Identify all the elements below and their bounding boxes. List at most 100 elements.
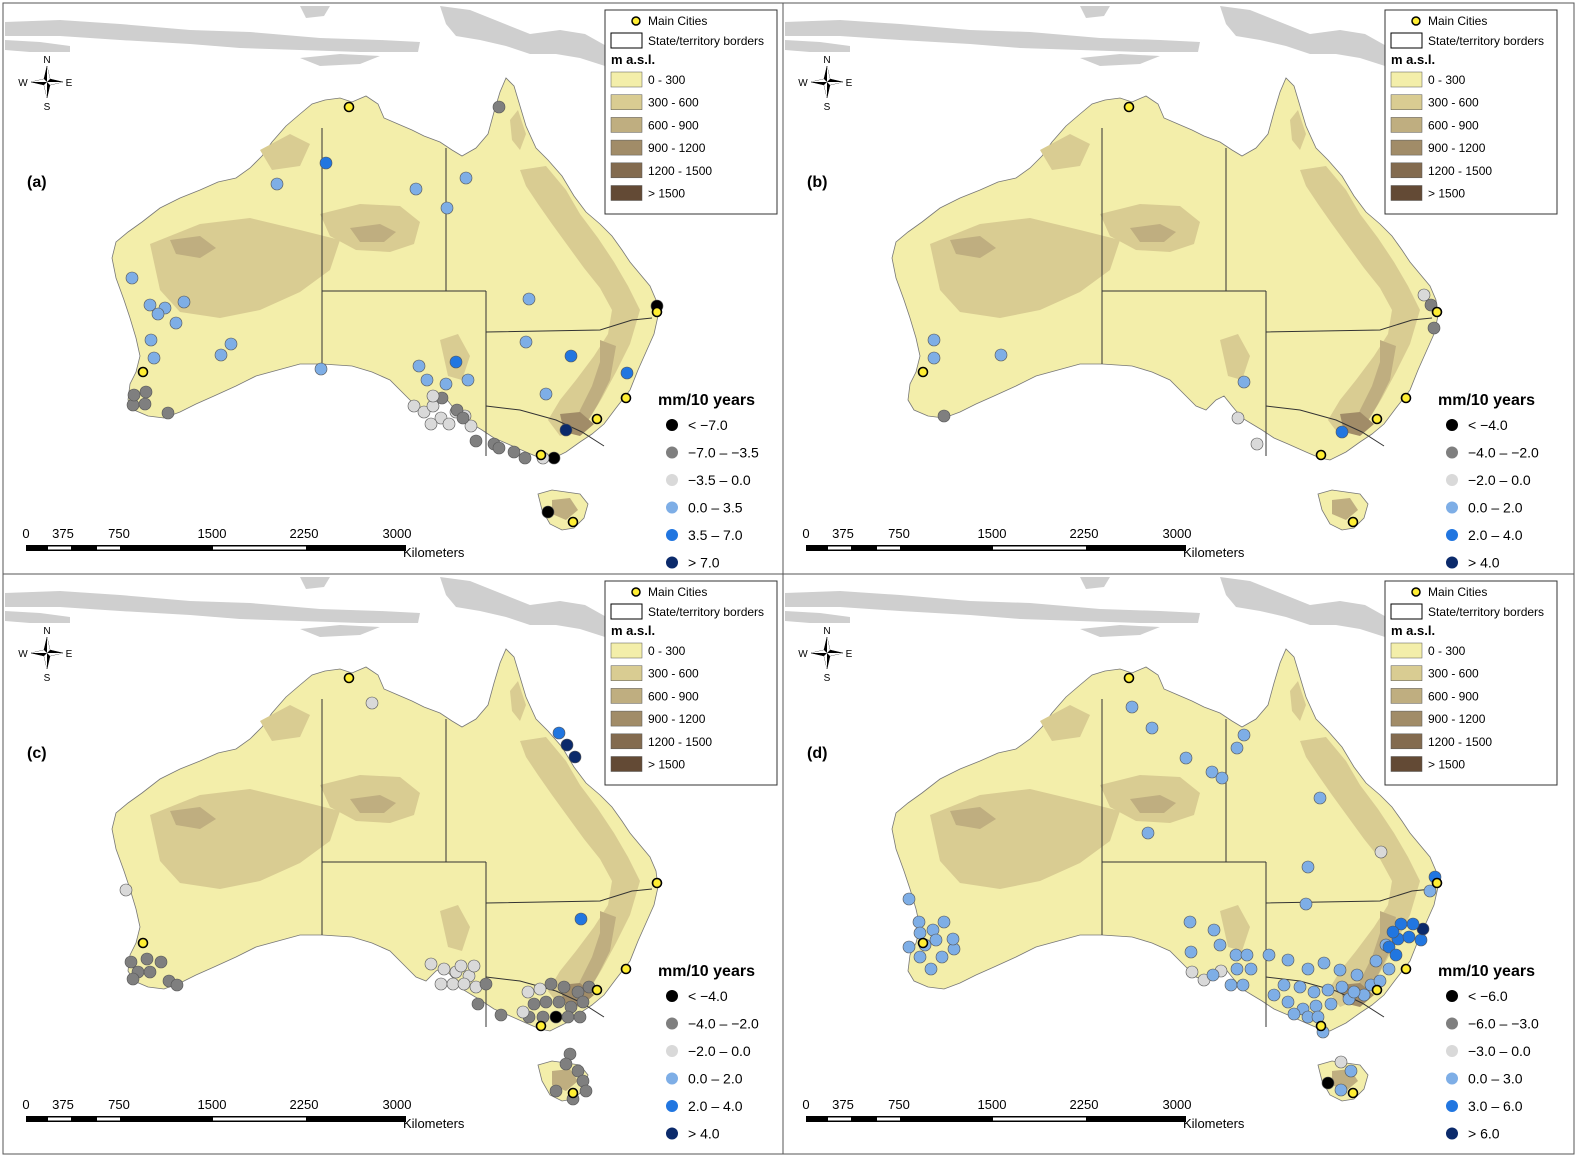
scale-tick-label: 375	[52, 526, 74, 541]
station-marker	[434, 977, 448, 991]
station-marker	[1406, 917, 1420, 931]
elevation-legend: 0 - 300 300 - 600 600 - 900 900 - 1200 1200 …	[610, 71, 712, 201]
elev-swatch	[610, 139, 643, 156]
station-marker	[573, 1010, 587, 1024]
station-marker	[935, 950, 949, 964]
trend-class-label: −3.5 – 0.0	[688, 472, 751, 488]
legend-borders: State/territory borders	[1428, 605, 1544, 619]
city-marker	[1400, 963, 1412, 975]
station-marker	[1244, 962, 1258, 976]
scale-tick-label: 2250	[1070, 526, 1099, 541]
station-marker	[927, 351, 941, 365]
station-marker	[994, 348, 1008, 362]
neighbor-land	[785, 577, 1410, 637]
trend-class-label: −2.0 – 0.0	[688, 1043, 751, 1059]
station-marker	[521, 985, 535, 999]
station-marker	[541, 505, 555, 519]
java-landmass	[785, 611, 850, 623]
compass-n: N	[823, 626, 830, 637]
legend-main-cities: Main Cities	[648, 14, 707, 28]
station-marker	[147, 351, 161, 365]
station-marker	[1267, 988, 1281, 1002]
elev-label: 900 - 1200	[1428, 712, 1486, 726]
elev-label: 0 - 300	[648, 644, 686, 658]
elevation-legend: 0 - 300 300 - 600 600 - 900 900 - 1200 1200 …	[1390, 71, 1492, 201]
legend-borders: State/territory borders	[1428, 34, 1544, 48]
city-marker	[620, 963, 632, 975]
elev-label: 900 - 1200	[648, 141, 706, 155]
trend-class-icon	[1446, 1100, 1458, 1112]
trend-class-label: > 7.0	[688, 555, 720, 571]
trend-class-label: −7.0 – −3.5	[688, 445, 759, 461]
station-marker	[1205, 765, 1219, 779]
scale-ticks: 0 375 750 1500 2250 3000	[802, 1097, 1191, 1112]
elevation-flinders	[1220, 905, 1250, 951]
station-marker	[1427, 321, 1441, 335]
station-marker	[177, 295, 191, 309]
elev-label: 1200 - 1500	[1428, 164, 1492, 178]
trend-class-icon	[666, 474, 678, 486]
new-guinea-landmass	[440, 6, 630, 66]
station-marker	[1414, 933, 1428, 947]
elev-swatch	[610, 733, 643, 750]
station-marker	[1299, 897, 1313, 911]
elevation-flinders	[1220, 334, 1250, 380]
station-marker	[214, 348, 228, 362]
station-marker	[424, 417, 438, 431]
scale-bar: 0 375 750 1500 2250 3000 Kilometers	[802, 1097, 1245, 1131]
station-marker	[1237, 728, 1251, 742]
trend-class-icon	[1446, 556, 1458, 569]
station-marker	[912, 915, 926, 929]
station-marker	[549, 1084, 563, 1098]
scale-tick-label: 1500	[978, 1097, 1007, 1112]
city-marker	[1123, 672, 1135, 684]
elev-swatch	[610, 642, 643, 659]
station-marker	[1321, 983, 1335, 997]
scale-tick-label: 2250	[1070, 1097, 1099, 1112]
trend-title: mm/10 years	[1438, 392, 1535, 409]
compass-w: W	[798, 78, 808, 89]
station-marker	[571, 1064, 585, 1078]
trend-class-label: 0.0 – 3.5	[688, 500, 743, 516]
scale-bar-seg1	[828, 546, 851, 550]
station-marker	[1301, 962, 1315, 976]
scale-unit: Kilometers	[403, 545, 465, 560]
trend-legend: mm/10 years < −4.0 −4.0 – −2.0 −2.0 – 0.0 0…	[1438, 392, 1539, 571]
scale-tick-label: 0	[802, 1097, 809, 1112]
scale-bar-seg1	[48, 1117, 71, 1121]
station-marker	[1236, 978, 1250, 992]
trend-class-label: −6.0 – −3.0	[1468, 1016, 1539, 1032]
station-marker	[456, 411, 470, 425]
compass-s: S	[44, 102, 51, 113]
scale-ticks: 0 375 750 1500 2250 3000	[22, 1097, 411, 1112]
city-marker	[1371, 413, 1383, 425]
elevation-flinders	[440, 905, 470, 951]
elevation-legend: 0 - 300 300 - 600 600 - 900 900 - 1200 1200 …	[610, 642, 712, 772]
scale-bar-seg2	[877, 1117, 900, 1121]
trend-class-label: −2.0 – 0.0	[1468, 472, 1531, 488]
elev-swatch	[610, 710, 643, 727]
main-city-icon	[631, 587, 641, 597]
station-marker	[1184, 945, 1198, 959]
elev-swatch	[610, 94, 643, 110]
panel-label: (d)	[807, 745, 827, 762]
compass-n: N	[43, 55, 50, 66]
scale-bar-seg1	[48, 546, 71, 550]
compass-w: W	[18, 78, 28, 89]
station-marker	[518, 451, 532, 465]
station-marker	[124, 955, 138, 969]
station-marker	[1382, 940, 1396, 954]
city-marker	[651, 877, 663, 889]
cities-layer	[917, 101, 1443, 528]
elev-swatch	[1390, 665, 1423, 681]
city-marker	[1431, 306, 1443, 318]
map-legend: Main Cities State/territory borders m a.…	[604, 580, 778, 786]
station-marker	[459, 171, 473, 185]
main-city-icon	[1411, 16, 1421, 26]
trend-class-icon	[666, 446, 678, 459]
compass-star-highlight-icon	[31, 637, 63, 669]
station-marker	[913, 950, 927, 964]
border-swatch	[610, 32, 643, 49]
compass-e: E	[66, 78, 73, 89]
city-marker	[1347, 1087, 1359, 1099]
